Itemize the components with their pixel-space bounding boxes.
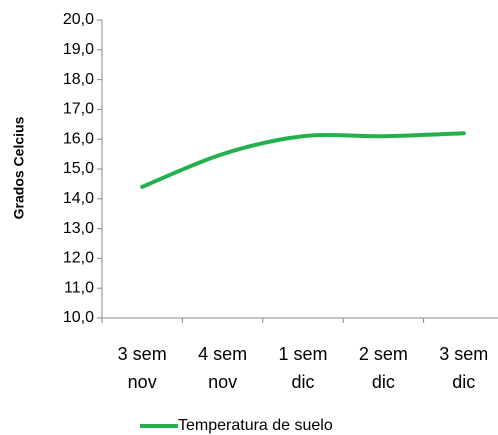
legend-label: Temperatura de suelo (178, 417, 333, 434)
x-tick-label: 4 sem nov (198, 344, 248, 392)
y-tick-label: 14,0 (63, 190, 94, 207)
x-tick-label: 2 sem dic (358, 344, 408, 392)
y-tick-label: 18,0 (63, 71, 94, 88)
y-tick-label: 10,0 (63, 309, 94, 326)
series-line (140, 131, 466, 189)
y-tick-label: 16,0 (63, 130, 94, 147)
y-tick-label: 13,0 (63, 220, 94, 237)
y-tick-label: 19,0 (63, 41, 94, 58)
y-tick-label: 17,0 (63, 101, 94, 118)
y-tick-label: 11,0 (64, 279, 94, 296)
x-tick-label: 1 sem dic (278, 344, 328, 392)
y-axis-label: Grados Celcius (11, 116, 27, 219)
y-tick-label: 12,0 (63, 250, 94, 267)
y-tick-label: 20,0 (63, 11, 94, 28)
x-tick-label: 3 sem dic (439, 344, 489, 392)
y-tick-label: 15,0 (63, 160, 94, 177)
x-tick-label: 3 sem nov (117, 344, 167, 392)
